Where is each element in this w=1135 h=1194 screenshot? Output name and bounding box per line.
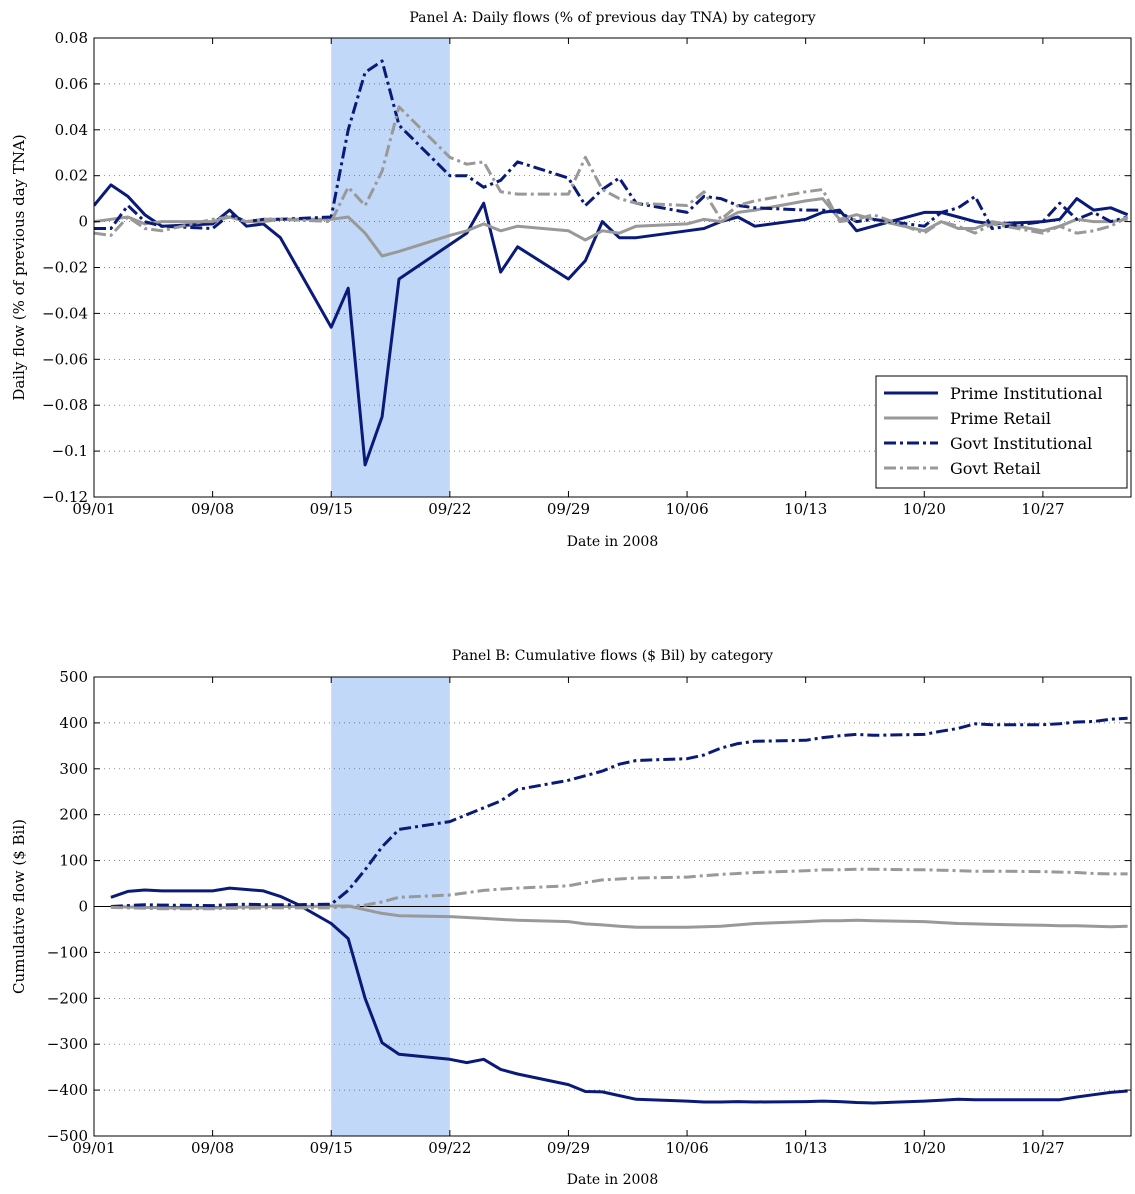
panel-a-xtick-label: 10/13	[784, 500, 827, 518]
panel-b-xlabel: Date in 2008	[567, 1172, 659, 1188]
panel-a-xtick-label: 09/01	[72, 500, 115, 518]
panel-b-ytick-label: 0	[78, 898, 88, 916]
legend: Prime Institutional Prime Retail Govt Inst…	[875, 375, 1128, 489]
panel-b-xtick-label: 09/01	[72, 1139, 115, 1157]
legend-entry-prime-institutional: Prime Institutional	[950, 384, 1103, 403]
panel-a-ytick-label: 0	[78, 213, 88, 231]
panel-b-xtick-label: 09/22	[428, 1139, 471, 1157]
panel-b-xtick-label: 10/13	[784, 1139, 827, 1157]
panel-a-ytick-label: −0.1	[52, 442, 88, 460]
panel-b-xtick-label: 09/08	[191, 1139, 234, 1157]
panel-a-title: Panel A: Daily flows (% of previous day …	[409, 10, 815, 26]
panel-a-xtick-label: 10/06	[665, 500, 708, 518]
panel-b-ytick-label: −200	[47, 989, 88, 1007]
panel-b-ytick-label: 400	[59, 714, 88, 732]
legend-entry-govt-retail: Govt Retail	[950, 459, 1041, 478]
panel-a-ytick-label: −0.04	[42, 304, 88, 322]
panel-a-ytick-label: 0.04	[55, 121, 88, 139]
panel-b-ytick-label: 300	[59, 760, 88, 778]
panel-a-series-govt-institutional	[94, 59, 1128, 230]
panel-a-ylabel: Daily flow (% of previous day TNA)	[10, 134, 28, 400]
panel-a-xtick-label: 10/20	[903, 500, 946, 518]
panel-a-xtick-label: 09/15	[310, 500, 353, 518]
panel-a-ytick-label: 0.06	[55, 75, 88, 93]
panel-b-ytick-label: −400	[47, 1081, 88, 1099]
panel-a-xtick-label: 09/08	[191, 500, 234, 518]
panel-b-xtick-label: 09/29	[547, 1139, 590, 1157]
panel-b-ylabel: Cumulative flow ($ Bil)	[10, 819, 28, 994]
panel-a-series-prime-institutional	[94, 183, 1129, 467]
panel-b: −500 −400 −300 −200 −100 0 100 200 300 400 500 09/0…	[10, 648, 1132, 1188]
legend-entry-prime-retail: Prime Retail	[950, 409, 1051, 428]
panel-b-series-govt-retail	[110, 867, 1128, 911]
panel-b-xtick-label: 09/15	[310, 1139, 353, 1157]
panel-a-ytick-label: 0.08	[55, 29, 88, 47]
panel-b-ytick-label: 500	[59, 668, 88, 686]
panel-b-xtick-label: 10/20	[903, 1139, 946, 1157]
panel-b-ytick-label: −100	[47, 943, 88, 961]
panel-b-ytick-label: −300	[47, 1035, 88, 1053]
panel-a-ytick-label: −0.08	[42, 396, 88, 414]
panel-a-ytick-label: −0.06	[42, 350, 88, 368]
panel-a-ytick-label: −0.12	[42, 488, 88, 506]
panel-b-ytick-label: 200	[59, 806, 88, 824]
panel-b-series-prime-institutional	[110, 886, 1128, 1105]
panel-a-series-govt-retail	[94, 105, 1129, 237]
panel-a-ytick-label: 0.02	[55, 167, 88, 185]
panel-a: −0.12 −0.1 −0.08 −0.06 −0.04 −0.02 0 0.02 0.04 0.…	[10, 10, 1132, 550]
panel-b-ytick-label: 100	[59, 852, 88, 870]
panel-a-xtick-label: 09/22	[428, 500, 471, 518]
panel-a-xtick-label: 10/27	[1021, 500, 1064, 518]
panel-b-series-prime-retail	[110, 904, 1128, 929]
panel-a-xlabel: Date in 2008	[567, 534, 659, 550]
panel-b-title: Panel B: Cumulative flows ($ Bil) by cat…	[452, 648, 773, 664]
panel-b-ytick-label: −500	[47, 1127, 88, 1145]
panel-a-xtick-label: 09/29	[547, 500, 590, 518]
legend-entry-govt-institutional: Govt Institutional	[950, 434, 1092, 453]
panel-b-xtick-label: 10/27	[1021, 1139, 1064, 1157]
panel-a-ytick-label: −0.02	[42, 259, 88, 277]
panel-b-series-govt-institutional	[110, 716, 1128, 908]
panel-a-shaded-region	[331, 38, 450, 497]
panel-b-xtick-label: 10/06	[665, 1139, 708, 1157]
